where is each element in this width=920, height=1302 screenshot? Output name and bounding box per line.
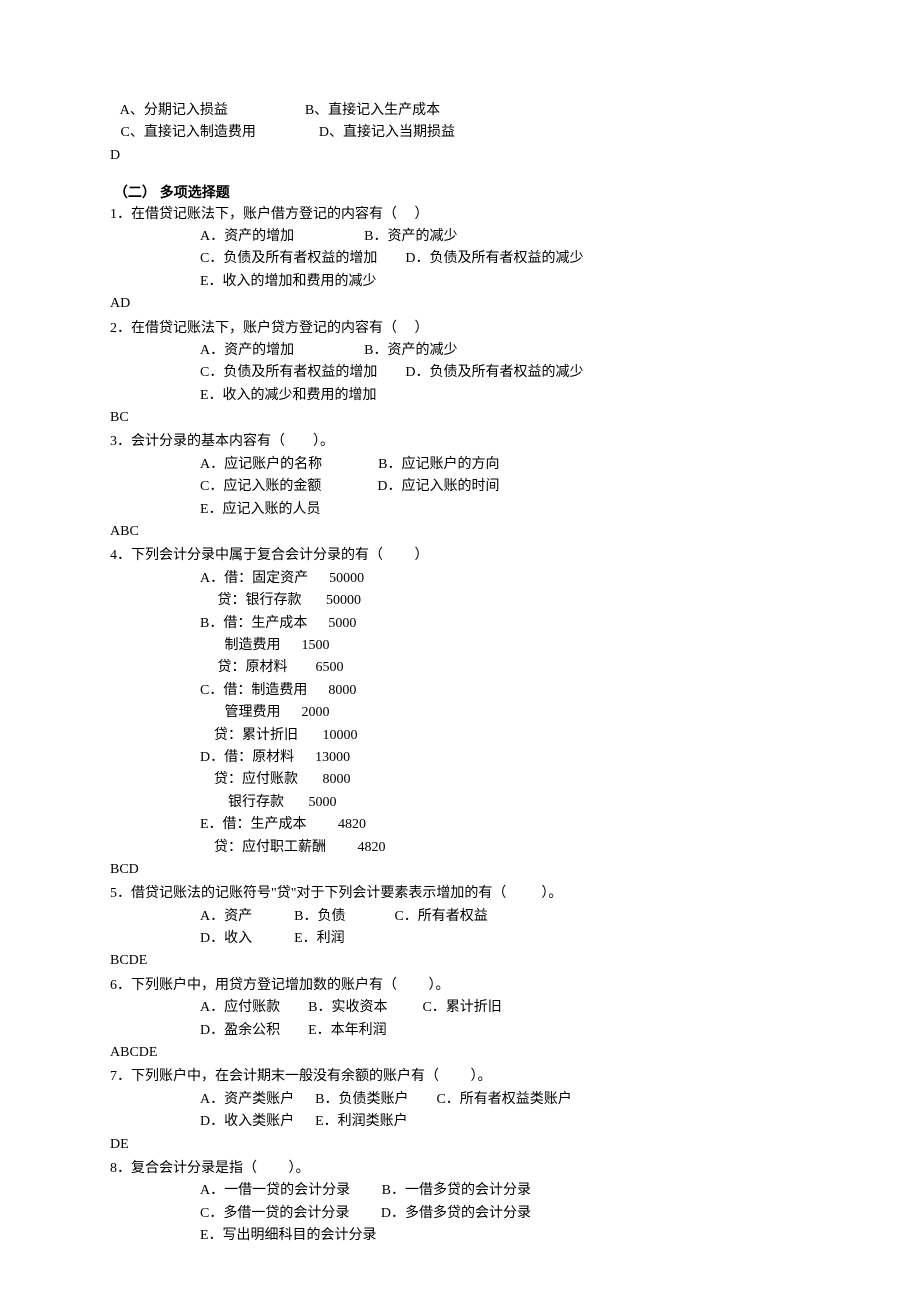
previous-question-tail: A、分期记入损益 B、直接记入生产成本 C、直接记入制造费用 D、直接记入当期损… xyxy=(110,100,810,167)
question-option-line: D．收入类账户 E．利润类账户 xyxy=(110,1111,810,1133)
prev-options-row1: A、分期记入损益 B、直接记入生产成本 xyxy=(110,100,810,122)
question-option-line: C．负债及所有者权益的增加 D．负债及所有者权益的减少 xyxy=(110,248,810,270)
question-block: 2．在借贷记账法下，账户贷方登记的内容有（ ）A．资产的增加 B．资产的减少C．… xyxy=(110,318,810,430)
question-stem: 5．借贷记账法的记账符号"贷"对于下列会计要素表示增加的有（ ）。 xyxy=(110,883,810,905)
question-option-line: A．借：固定资产 50000 xyxy=(110,568,810,590)
question-option-line: E．应记入账的人员 xyxy=(110,499,810,521)
question-answer: DE xyxy=(110,1134,810,1156)
question-answer: AD xyxy=(110,293,810,315)
question-option-line: A．资产的增加 B．资产的减少 xyxy=(110,226,810,248)
question-option-line: E．收入的减少和费用的增加 xyxy=(110,385,810,407)
question-option-line: B．借：生产成本 5000 xyxy=(110,613,810,635)
question-block: 5．借贷记账法的记账符号"贷"对于下列会计要素表示增加的有（ ）。A．资产 B．… xyxy=(110,883,810,973)
question-option-line: E．收入的增加和费用的减少 xyxy=(110,271,810,293)
question-answer: BC xyxy=(110,407,810,429)
question-option-line: E．借：生产成本 4820 xyxy=(110,814,810,836)
section-title: （二） 多项选择题 xyxy=(110,181,810,203)
question-option-line: A．应付账款 B．实收资本 C．累计折旧 xyxy=(110,997,810,1019)
question-option-line: 贷：应付账款 8000 xyxy=(110,769,810,791)
question-option-line: 制造费用 1500 xyxy=(110,635,810,657)
question-stem: 1．在借贷记账法下，账户借方登记的内容有（ ） xyxy=(110,204,810,226)
question-option-line: A．一借一贷的会计分录 B．一借多贷的会计分录 xyxy=(110,1180,810,1202)
question-answer: ABCDE xyxy=(110,1042,810,1064)
question-option-line: A．应记账户的名称 B．应记账户的方向 xyxy=(110,454,810,476)
question-option-line: 贷：原材料 6500 xyxy=(110,657,810,679)
question-stem: 6．下列账户中，用贷方登记增加数的账户有（ ）。 xyxy=(110,975,810,997)
question-block: 8．复合会计分录是指（ ）。A．一借一贷的会计分录 B．一借多贷的会计分录C．多… xyxy=(110,1158,810,1248)
question-stem: 7．下列账户中，在会计期末一般没有余额的账户有（ ）。 xyxy=(110,1066,810,1088)
question-block: 7．下列账户中，在会计期末一般没有余额的账户有（ ）。A．资产类账户 B．负债类… xyxy=(110,1066,810,1156)
prev-options-row2: C、直接记入制造费用 D、直接记入当期损益 xyxy=(110,122,810,144)
question-answer: BCD xyxy=(110,859,810,881)
question-block: 1．在借贷记账法下，账户借方登记的内容有（ ）A．资产的增加 B．资产的减少C．… xyxy=(110,204,810,316)
question-block: 3．会计分录的基本内容有（ ）。A．应记账户的名称 B．应记账户的方向C．应记入… xyxy=(110,431,810,543)
prev-answer: D xyxy=(110,145,810,167)
question-answer: BCDE xyxy=(110,950,810,972)
question-option-line: A．资产 B．负债 C．所有者权益 xyxy=(110,906,810,928)
question-option-line: E．写出明细科目的会计分录 xyxy=(110,1225,810,1247)
questions-container: 1．在借贷记账法下，账户借方登记的内容有（ ）A．资产的增加 B．资产的减少C．… xyxy=(110,204,810,1248)
question-option-line: D．借：原材料 13000 xyxy=(110,747,810,769)
question-option-line: D．盈余公积 E．本年利润 xyxy=(110,1020,810,1042)
question-option-line: C．借：制造费用 8000 xyxy=(110,680,810,702)
question-option-line: 贷：应付职工薪酬 4820 xyxy=(110,837,810,859)
question-option-line: D．收入 E．利润 xyxy=(110,928,810,950)
question-option-line: C．应记入账的金额 D．应记入账的时间 xyxy=(110,476,810,498)
question-option-line: 贷：累计折旧 10000 xyxy=(110,725,810,747)
question-option-line: C．负债及所有者权益的增加 D．负债及所有者权益的减少 xyxy=(110,362,810,384)
question-option-line: A．资产类账户 B．负债类账户 C．所有者权益类账户 xyxy=(110,1089,810,1111)
question-option-line: 管理费用 2000 xyxy=(110,702,810,724)
question-stem: 8．复合会计分录是指（ ）。 xyxy=(110,1158,810,1180)
question-block: 6．下列账户中，用贷方登记增加数的账户有（ ）。A．应付账款 B．实收资本 C．… xyxy=(110,975,810,1065)
question-stem: 3．会计分录的基本内容有（ ）。 xyxy=(110,431,810,453)
question-option-line: A．资产的增加 B．资产的减少 xyxy=(110,340,810,362)
question-block: 4．下列会计分录中属于复合会计分录的有（ ）A．借：固定资产 50000 贷：银… xyxy=(110,545,810,881)
question-stem: 4．下列会计分录中属于复合会计分录的有（ ） xyxy=(110,545,810,567)
question-option-line: 银行存款 5000 xyxy=(110,792,810,814)
question-stem: 2．在借贷记账法下，账户贷方登记的内容有（ ） xyxy=(110,318,810,340)
question-option-line: C．多借一贷的会计分录 D．多借多贷的会计分录 xyxy=(110,1203,810,1225)
question-option-line: 贷：银行存款 50000 xyxy=(110,590,810,612)
blank-line xyxy=(110,167,810,181)
question-answer: ABC xyxy=(110,521,810,543)
